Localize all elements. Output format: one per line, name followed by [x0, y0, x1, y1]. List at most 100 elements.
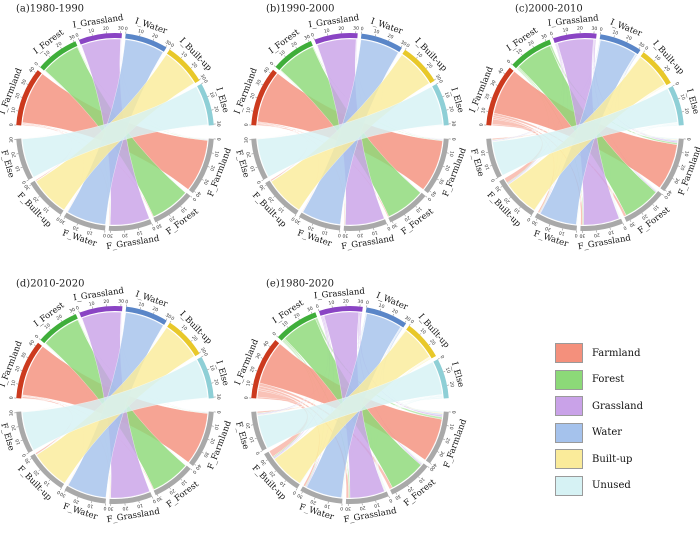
scale-tick: [395, 492, 397, 495]
final-segment-arc: [299, 212, 341, 231]
initial-segment-arc: [251, 339, 280, 399]
scale-tick-label: 30: [494, 185, 502, 193]
scale-tick: [416, 56, 418, 59]
scale-tick-label: 0: [685, 138, 691, 141]
scale-tick-label: 30: [59, 491, 67, 499]
scale-tick-label: 10: [87, 502, 94, 509]
scale-tick: [59, 214, 61, 217]
scale-tick: [201, 452, 204, 454]
scale-tick-label: 20: [10, 151, 17, 158]
scale-tick: [442, 166, 445, 168]
final-segment-arc: [660, 138, 684, 192]
scale-tick-label: 20: [10, 424, 17, 431]
scale-tick-label: 30: [258, 183, 266, 191]
scale-tick-label: 0: [315, 303, 320, 310]
scale-tick-label: 0: [450, 411, 456, 414]
initial-segment-arc: [365, 307, 407, 328]
scale-tick: [295, 488, 298, 491]
scale-tick: [20, 96, 23, 98]
scale-tick: [169, 214, 171, 217]
scale-tick-label: 20: [55, 41, 63, 49]
scale-tick-label: 30: [20, 78, 28, 86]
scale-tick-label: 20: [640, 213, 648, 221]
scale-tick-label: 30: [255, 79, 263, 87]
final-segment-arc: [108, 219, 152, 231]
scale-tick-label: 10: [88, 301, 95, 308]
scale-tick: [652, 204, 655, 206]
scale-tick-label: 10: [558, 229, 565, 236]
scale-tick-label: 0: [244, 123, 250, 126]
scale-tick-label: 10: [42, 205, 50, 213]
scale-tick-label: 20: [32, 468, 40, 476]
final-segment-arc: [251, 411, 267, 451]
initial-segment-arc: [197, 83, 214, 126]
scale-tick: [76, 223, 78, 226]
scale-tick-label: 30: [164, 39, 172, 47]
scale-tick-label: 20: [168, 487, 176, 495]
scale-tick-label: 10: [651, 203, 659, 211]
scale-tick: [532, 45, 534, 48]
scale-tick-label: 20: [168, 214, 176, 222]
scale-tick-label: 10: [279, 480, 287, 488]
flow-ribbon: [22, 86, 208, 178]
scale-tick: [190, 195, 193, 198]
scale-tick-label: 20: [190, 334, 198, 342]
scale-tick: [428, 343, 431, 346]
final-segment-arc: [30, 180, 64, 215]
scale-tick-label: 20: [267, 195, 275, 203]
scale-tick-label: 0: [170, 316, 176, 323]
initial-segment-arc: [275, 41, 313, 71]
scale-tick: [436, 178, 439, 181]
scale-tick: [190, 339, 193, 342]
scale-tick-label: 0: [271, 331, 277, 337]
scale-tick-label: 30: [215, 394, 221, 400]
scale-tick-label: 10: [513, 206, 521, 214]
scale-tick-label: 20: [103, 299, 109, 305]
final-segment-arc: [388, 192, 426, 223]
scale-tick: [78, 310, 80, 313]
scale-tick-label: 20: [663, 65, 671, 73]
scale-tick: [284, 55, 286, 58]
scale-tick-label: 10: [562, 27, 569, 34]
scale-tick: [60, 46, 62, 49]
scale-tick-label: 30: [58, 217, 66, 225]
final-segment-arc: [425, 411, 449, 464]
scale-tick: [298, 318, 300, 320]
initial-segment-arc: [40, 314, 78, 344]
scale-tick-label: 30: [450, 120, 456, 126]
scale-tick-label: 20: [480, 150, 487, 157]
legend-swatch-built-up: [555, 449, 583, 470]
initial-segment-arc: [16, 70, 42, 126]
scale-tick-label: 10: [653, 54, 661, 62]
scale-tick-label: 10: [323, 28, 330, 35]
scale-tick-label: 10: [679, 93, 687, 101]
scale-tick-label: 40: [429, 462, 437, 470]
scale-tick-label: 30: [118, 26, 124, 32]
initial-segment-arc: [277, 312, 318, 341]
scale-tick-label: 30: [540, 33, 548, 41]
scale-tick: [415, 205, 418, 208]
legend: Farmland Forest Grassland Water Built-up…: [555, 340, 675, 499]
scale-tick-label: 10: [281, 320, 289, 328]
panel-title: (a)1980-1990: [16, 4, 84, 15]
scale-tick-label: 10: [138, 301, 145, 308]
scale-tick-label: 10: [484, 163, 492, 171]
scale-tick-label: 30: [244, 137, 250, 143]
scale-tick: [641, 212, 644, 215]
scale-tick-label: 0: [490, 177, 497, 182]
scale-tick-label: 20: [443, 437, 451, 445]
final-segment-arc: [580, 218, 624, 231]
scale-tick: [38, 469, 41, 472]
scale-tick: [286, 326, 289, 328]
final-segment-arc: [64, 212, 106, 231]
scale-tick-label: 0: [255, 450, 262, 455]
scale-tick-label: 20: [527, 39, 535, 47]
scale-tick-label: 20: [151, 306, 159, 314]
scale-tick-label: 30: [108, 505, 114, 511]
scale-tick: [314, 497, 316, 500]
scale-tick-label: 0: [479, 123, 485, 126]
scale-tick-label: 10: [10, 380, 17, 387]
scale-tick: [260, 357, 263, 359]
scale-tick: [626, 40, 628, 43]
